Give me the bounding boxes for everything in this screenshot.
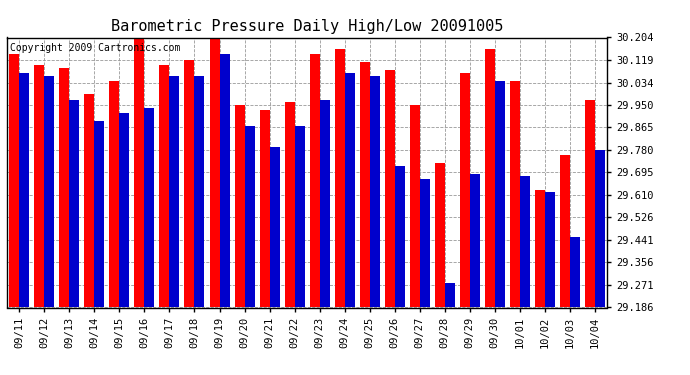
Bar — [195, 76, 204, 307]
Bar — [310, 54, 319, 307]
Bar — [84, 94, 95, 308]
Bar — [560, 155, 570, 308]
Bar — [495, 81, 504, 308]
Bar — [59, 68, 70, 308]
Bar — [184, 60, 195, 308]
Bar — [95, 121, 104, 308]
Bar — [570, 237, 580, 308]
Bar — [270, 147, 279, 308]
Bar — [219, 54, 230, 307]
Title: Barometric Pressure Daily High/Low 20091005: Barometric Pressure Daily High/Low 20091… — [111, 18, 503, 33]
Bar — [384, 70, 395, 308]
Bar — [584, 100, 595, 308]
Bar — [435, 163, 444, 308]
Bar — [359, 62, 370, 308]
Bar — [210, 39, 219, 308]
Bar — [370, 76, 380, 307]
Bar — [119, 113, 130, 308]
Bar — [244, 126, 255, 308]
Text: Copyright 2009 Cartronics.com: Copyright 2009 Cartronics.com — [10, 43, 180, 53]
Bar — [19, 73, 30, 308]
Bar — [235, 105, 244, 308]
Bar — [295, 126, 304, 308]
Bar — [470, 174, 480, 308]
Bar — [159, 65, 170, 308]
Bar — [170, 76, 179, 307]
Bar — [259, 110, 270, 308]
Bar — [510, 81, 520, 308]
Bar — [44, 76, 55, 307]
Bar — [284, 102, 295, 308]
Bar — [460, 73, 470, 308]
Bar — [520, 177, 530, 308]
Bar — [410, 105, 420, 308]
Bar — [535, 190, 544, 308]
Bar — [10, 54, 19, 307]
Bar — [420, 179, 430, 308]
Bar — [444, 283, 455, 308]
Bar — [484, 49, 495, 308]
Bar — [395, 166, 404, 308]
Bar — [344, 73, 355, 308]
Bar — [544, 192, 555, 308]
Bar — [319, 100, 330, 308]
Bar — [70, 100, 79, 308]
Bar — [34, 65, 44, 308]
Bar — [135, 39, 144, 308]
Bar — [110, 81, 119, 308]
Bar — [595, 150, 604, 308]
Bar — [335, 49, 344, 308]
Bar — [144, 108, 155, 307]
